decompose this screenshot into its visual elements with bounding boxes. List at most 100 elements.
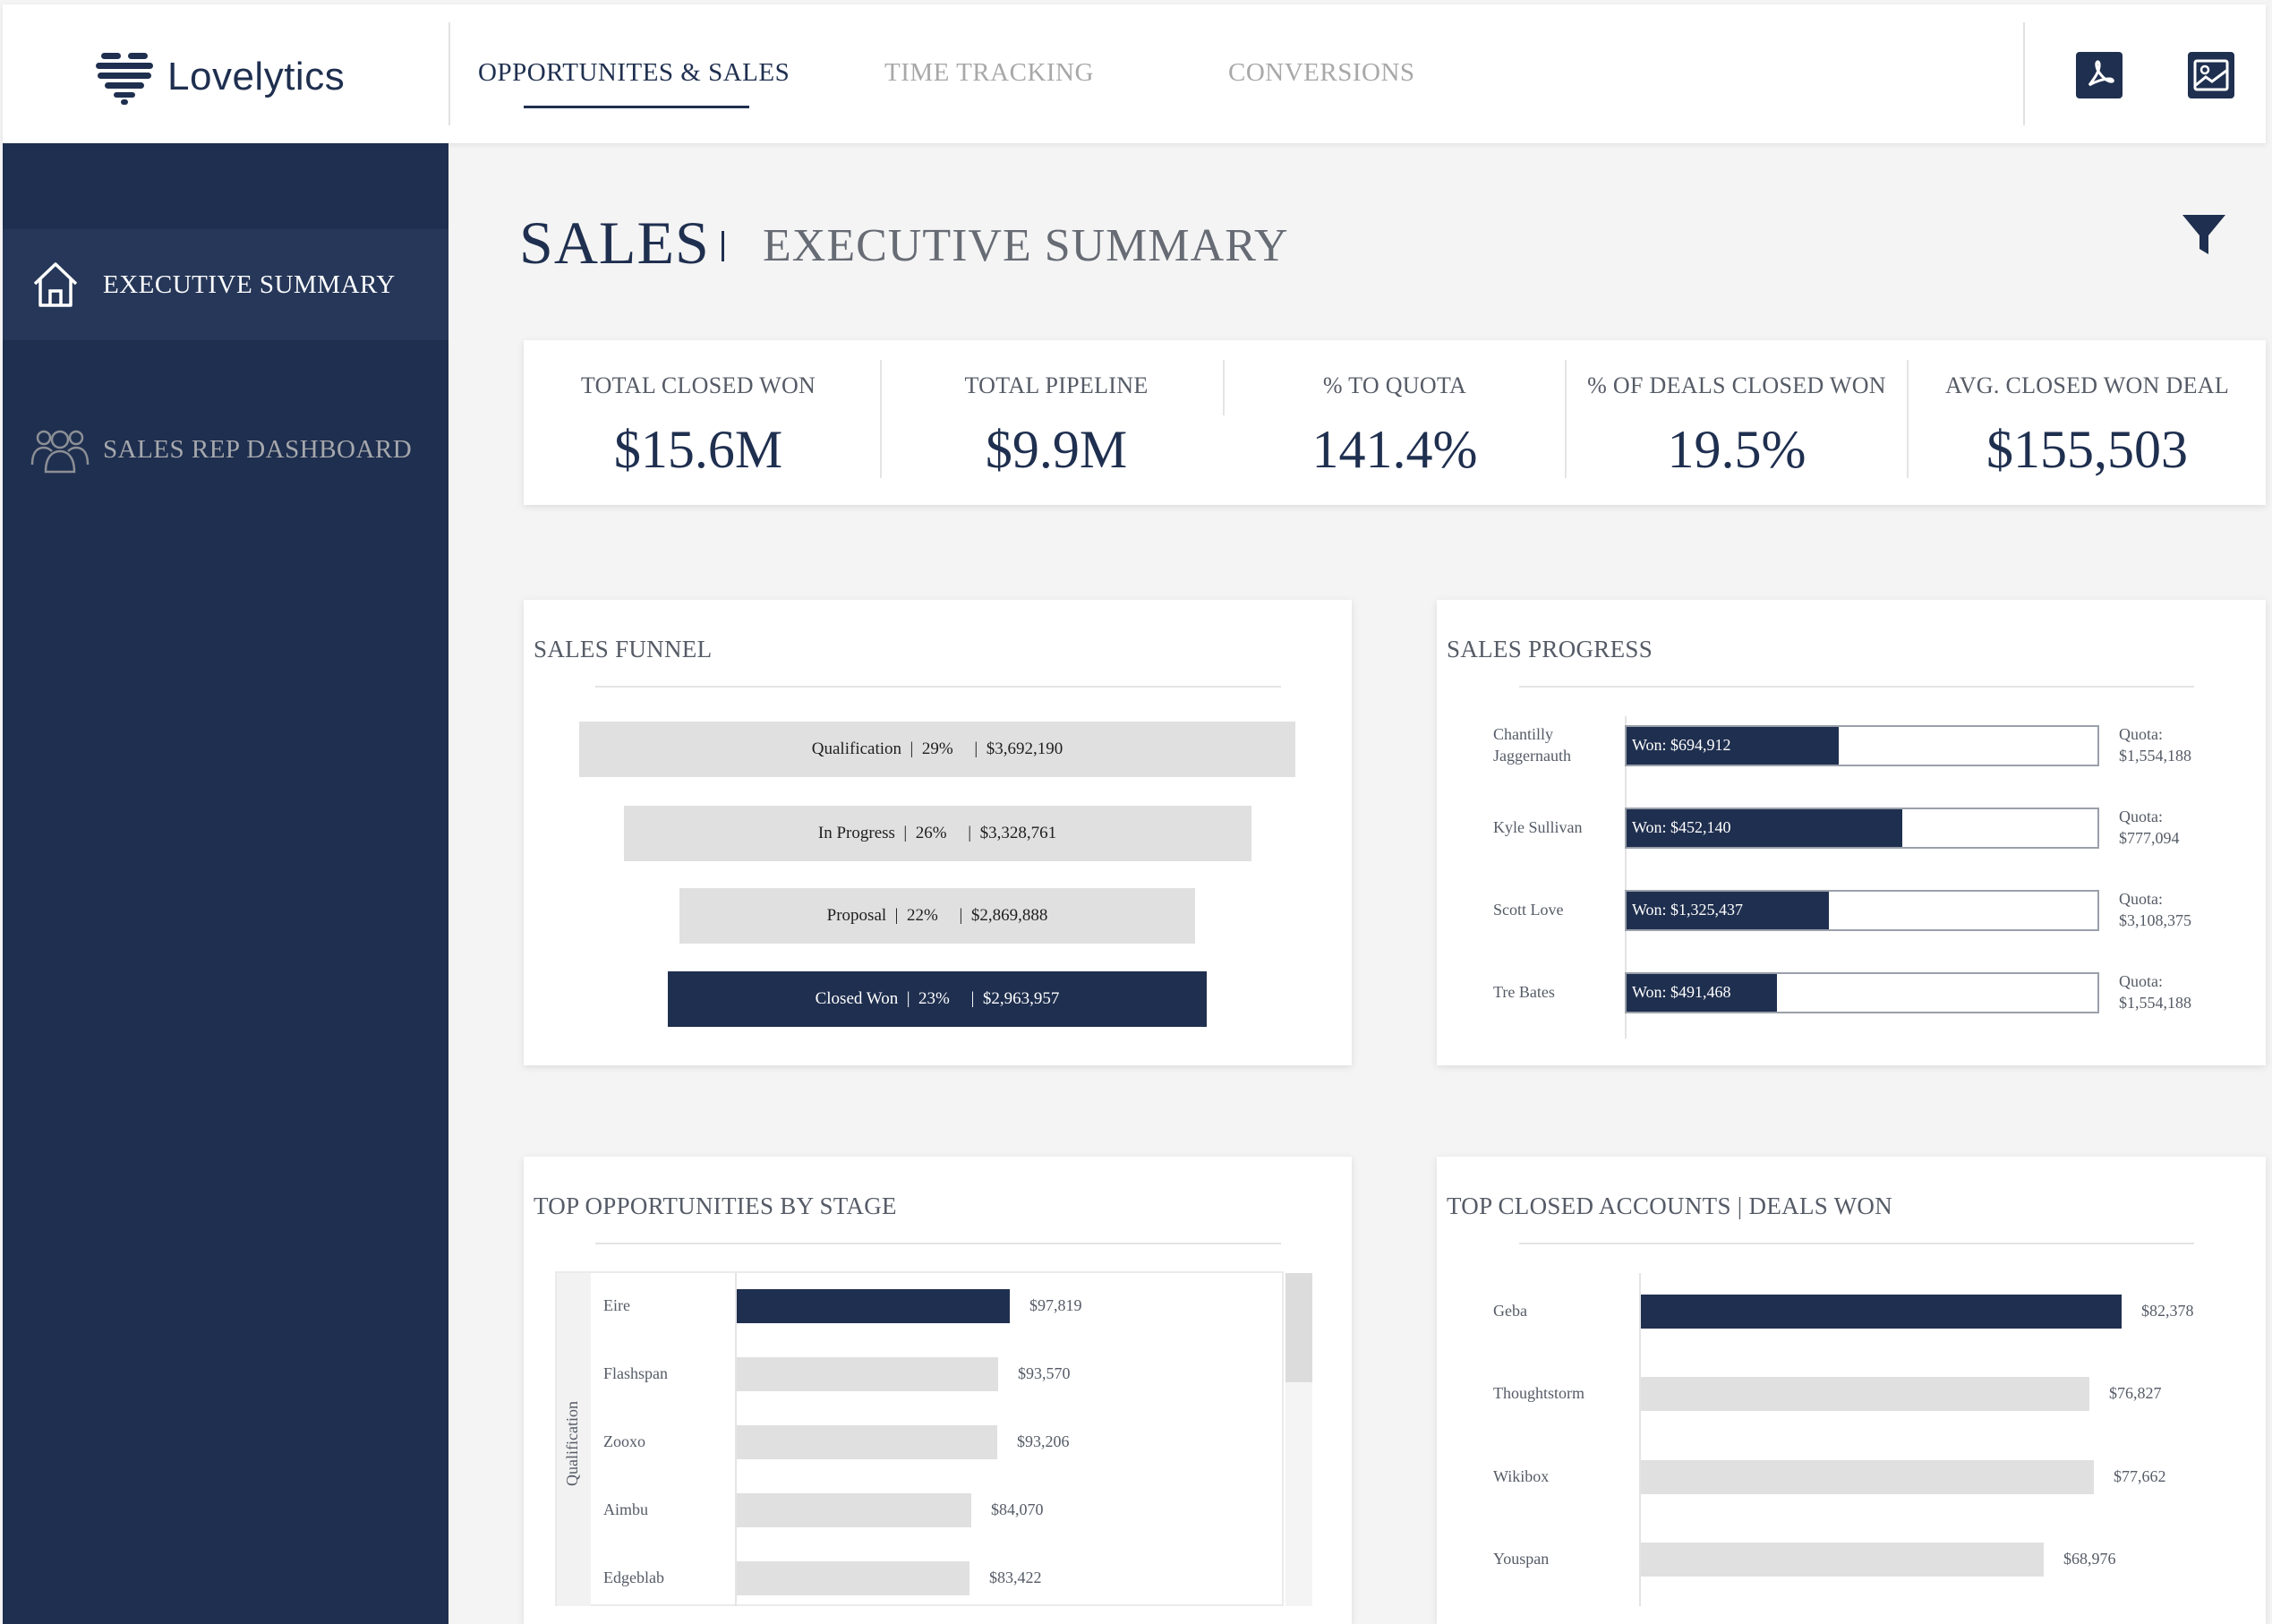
kpi-divider: [1907, 360, 1909, 478]
sales-funnel-panel: SALES FUNNEL Qualification | 29% | $3,69…: [524, 600, 1352, 1065]
quota-value: $1,554,188: [2119, 994, 2191, 1012]
kpi-value: $15.6M: [613, 420, 783, 479]
pdf-export-button[interactable]: [2076, 52, 2123, 98]
kpi-divider: [880, 360, 882, 478]
account-bar[interactable]: [1641, 1295, 2122, 1329]
panel-title: SALES FUNNEL: [534, 636, 713, 662]
kpi-percent-deals-closed-won: % OF DEALS CLOSED WON 19.5%: [1567, 340, 1907, 505]
top-opportunities-panel: TOP OPPORTUNITIES BY STAGE Qualification…: [524, 1157, 1352, 1624]
kpi-value: 141.4%: [1311, 420, 1478, 479]
quota-prefix: Quota:: [2119, 725, 2163, 743]
panel-rule: [595, 686, 1281, 688]
quota-value: $3,108,375: [2119, 911, 2191, 929]
won-label: Won: $491,468: [1632, 983, 1731, 1001]
opportunity-bar[interactable]: [737, 1493, 971, 1527]
funnel-bar[interactable]: Closed Won | 23% | $2,963,957: [668, 971, 1207, 1027]
opportunity-name: Edgeblab: [603, 1568, 664, 1586]
progress-track[interactable]: Won: $1,325,437: [1625, 890, 2099, 931]
page-subtitle: EXECUTIVE SUMMARY: [763, 220, 1289, 271]
kpi-value: 19.5%: [1667, 420, 1806, 479]
funnel-bar[interactable]: Qualification | 29% | $3,692,190: [579, 722, 1295, 777]
kpi-strip: TOTAL CLOSED WON $15.6M TOTAL PIPELINE $…: [524, 340, 2266, 505]
panel-title: SALES PROGRESS: [1447, 636, 1653, 662]
sales-progress-panel: SALES PROGRESS Chantilly Jaggernauth Won:…: [1437, 600, 2266, 1065]
stage-column: [557, 1273, 591, 1606]
kpi-label: AVG. CLOSED WON DEAL: [1944, 372, 2230, 398]
opportunity-value: $97,819: [1029, 1296, 1082, 1314]
tab-conversions[interactable]: CONVERSIONS: [1228, 58, 1415, 87]
quota-prefix: Quota:: [2119, 808, 2163, 825]
quota-label: Quota: $1,554,188: [2119, 970, 2191, 1013]
stage-label: Qualification: [563, 1401, 581, 1486]
progress-track[interactable]: Won: $452,140: [1625, 808, 2099, 849]
image-export-icon: [2193, 59, 2229, 91]
won-label: Won: $452,140: [1632, 818, 1731, 836]
image-export-button[interactable]: [2188, 52, 2234, 98]
account-bar[interactable]: [1641, 1543, 2044, 1577]
rep-name: Chantilly Jaggernauth: [1493, 725, 1571, 765]
rep-name: Scott Love: [1493, 901, 1564, 919]
heart-bars-logo-icon: [96, 53, 153, 105]
funnel-bar[interactable]: Proposal | 22% | $2,869,888: [679, 888, 1195, 944]
account-name: Geba: [1493, 1302, 1527, 1320]
header-divider-right: [2023, 22, 2025, 125]
opportunity-bar[interactable]: [737, 1561, 969, 1595]
scrollbar-thumb[interactable]: [1285, 1273, 1312, 1382]
progress-fill: Won: $1,325,437: [1627, 892, 1829, 929]
title-separator: [722, 231, 724, 261]
account-name: Youspan: [1493, 1550, 1550, 1568]
panel-rule: [1519, 686, 2194, 688]
kpi-percent-to-quota: % TO QUOTA 141.4%: [1225, 340, 1565, 505]
account-value: $68,976: [2063, 1550, 2116, 1568]
kpi-label: TOTAL CLOSED WON: [580, 372, 816, 398]
axis-line: [1639, 1273, 1641, 1606]
tab-opportunities-sales[interactable]: OPPORTUNITES & SALES: [478, 58, 790, 87]
kpi-label: TOTAL PIPELINE: [964, 372, 1149, 398]
opportunity-name: Flashspan: [603, 1364, 668, 1382]
progress-track[interactable]: Won: $694,912: [1625, 725, 2099, 766]
progress-fill: Won: $491,468: [1627, 974, 1777, 1012]
account-bar[interactable]: [1641, 1460, 2094, 1494]
header-divider: [448, 22, 450, 125]
rep-name: Kyle Sullivan: [1493, 818, 1583, 836]
account-value: $76,827: [2109, 1384, 2162, 1402]
kpi-total-pipeline: TOTAL PIPELINE $9.9M: [882, 340, 1231, 505]
active-tab-indicator: [524, 106, 749, 108]
tab-time-tracking[interactable]: TIME TRACKING: [884, 58, 1094, 87]
quota-label: Quota: $3,108,375: [2119, 888, 2191, 931]
quota-label: Quota: $777,094: [2119, 806, 2180, 849]
sidebar-item-executive-summary[interactable]: EXECUTIVE SUMMARY: [3, 229, 448, 340]
rep-name: Tre Bates: [1493, 983, 1555, 1001]
opportunity-value: $84,070: [991, 1500, 1044, 1518]
top-header: Lovelytics OPPORTUNITES & SALES TIME TRA…: [3, 4, 2266, 143]
funnel-bar[interactable]: In Progress | 26% | $3,328,761: [623, 806, 1251, 861]
kpi-value: $155,503: [1986, 420, 2188, 479]
quota-value: $777,094: [2119, 829, 2180, 847]
brand-logo[interactable]: Lovelytics: [96, 49, 345, 105]
panel-title: TOP OPPORTUNITIES BY STAGE: [534, 1192, 897, 1219]
users-icon: [30, 430, 90, 474]
won-label: Won: $1,325,437: [1632, 901, 1744, 919]
account-bar[interactable]: [1641, 1377, 2089, 1411]
funnel-bar-label: In Progress | 26% | $3,328,761: [817, 824, 1057, 842]
account-name: Wikibox: [1493, 1467, 1550, 1485]
opportunity-value: $83,422: [989, 1568, 1042, 1586]
opportunity-bar[interactable]: [737, 1425, 997, 1459]
kpi-avg-closed-won-deal: AVG. CLOSED WON DEAL $155,503: [1909, 340, 2266, 505]
progress-track[interactable]: Won: $491,468: [1625, 972, 2099, 1013]
funnel-bar-label: Qualification | 29% | $3,692,190: [811, 739, 1063, 758]
kpi-divider: [1565, 360, 1567, 478]
account-value: $77,662: [2114, 1467, 2166, 1485]
panel-title: TOP CLOSED ACCOUNTS | DEALS WON: [1447, 1192, 1893, 1219]
opportunity-bar[interactable]: [737, 1289, 1010, 1323]
quota-value: $1,554,188: [2119, 747, 2191, 765]
opportunity-value: $93,570: [1018, 1364, 1071, 1382]
sidebar-item-label: SALES REP DASHBOARD: [103, 434, 413, 464]
filter-icon[interactable]: [2181, 211, 2227, 258]
panel-rule: [595, 1243, 1281, 1244]
kpi-value: $9.9M: [985, 420, 1128, 479]
opportunity-bar[interactable]: [737, 1357, 998, 1391]
account-name: Thoughtstorm: [1493, 1384, 1584, 1402]
page-title: SALES: [519, 209, 710, 277]
sidebar-item-sales-rep-dashboard[interactable]: SALES REP DASHBOARD: [3, 394, 448, 505]
